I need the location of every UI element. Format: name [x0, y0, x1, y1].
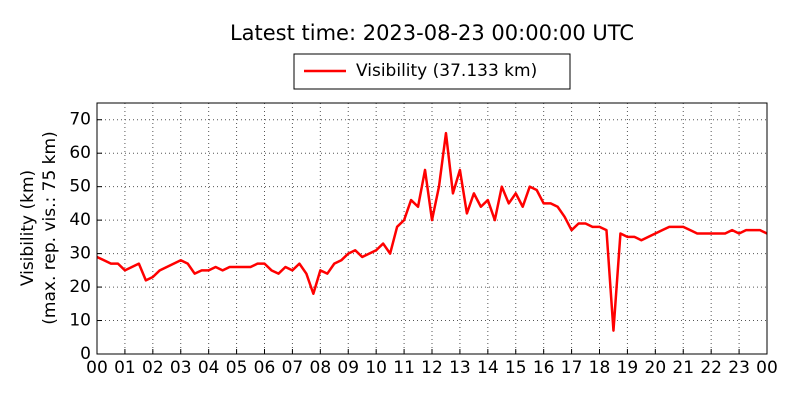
x-tick-label: 01: [114, 358, 136, 378]
x-tick-label: 18: [589, 358, 611, 378]
x-tick-label: 15: [505, 358, 527, 378]
x-tick-label: 08: [310, 358, 332, 378]
y-tick-label: 30: [69, 244, 91, 264]
x-tick-label: 02: [142, 358, 164, 378]
x-tick-label: 07: [282, 358, 304, 378]
y-tick-label: 40: [69, 210, 91, 230]
x-tick-label: 23: [728, 358, 750, 378]
x-tick-label: 04: [198, 358, 220, 378]
y-tick-label: 70: [69, 110, 91, 130]
x-tick-label: 00: [86, 358, 108, 378]
x-tick-label: 13: [449, 358, 471, 378]
x-tick-label: 12: [421, 358, 443, 378]
x-tick-label: 19: [617, 358, 639, 378]
x-tick-label: 22: [700, 358, 722, 378]
y-tick-label: 50: [69, 177, 91, 197]
y-tick-label: 60: [69, 143, 91, 163]
chart-title: Latest time: 2023-08-23 00:00:00 UTC: [230, 21, 634, 45]
y-axis-label: Visibility (km): [18, 170, 38, 286]
x-tick-label: 17: [561, 358, 583, 378]
x-tick-label: 11: [393, 358, 415, 378]
data-line: [96, 131, 768, 332]
x-tick-label: 10: [365, 358, 387, 378]
x-tick-label: 16: [533, 358, 555, 378]
x-tick-label: 20: [645, 358, 667, 378]
x-tick-label: 03: [170, 358, 192, 378]
y-tick-label: 0: [80, 344, 91, 364]
x-tick-label: 05: [226, 358, 248, 378]
y-axis-label: (max. rep. vis.: 75 km): [40, 131, 60, 324]
y-tick-label: 10: [69, 311, 91, 331]
x-tick-label: 21: [672, 358, 694, 378]
x-tick-label: 14: [477, 358, 499, 378]
x-tick-label: 00: [756, 358, 778, 378]
plot-frame: [96, 102, 768, 355]
x-tick-label: 06: [254, 358, 276, 378]
y-tick-label: 20: [69, 277, 91, 297]
legend-label: Visibility (37.133 km): [356, 61, 537, 81]
x-tick-label: 09: [337, 358, 359, 378]
